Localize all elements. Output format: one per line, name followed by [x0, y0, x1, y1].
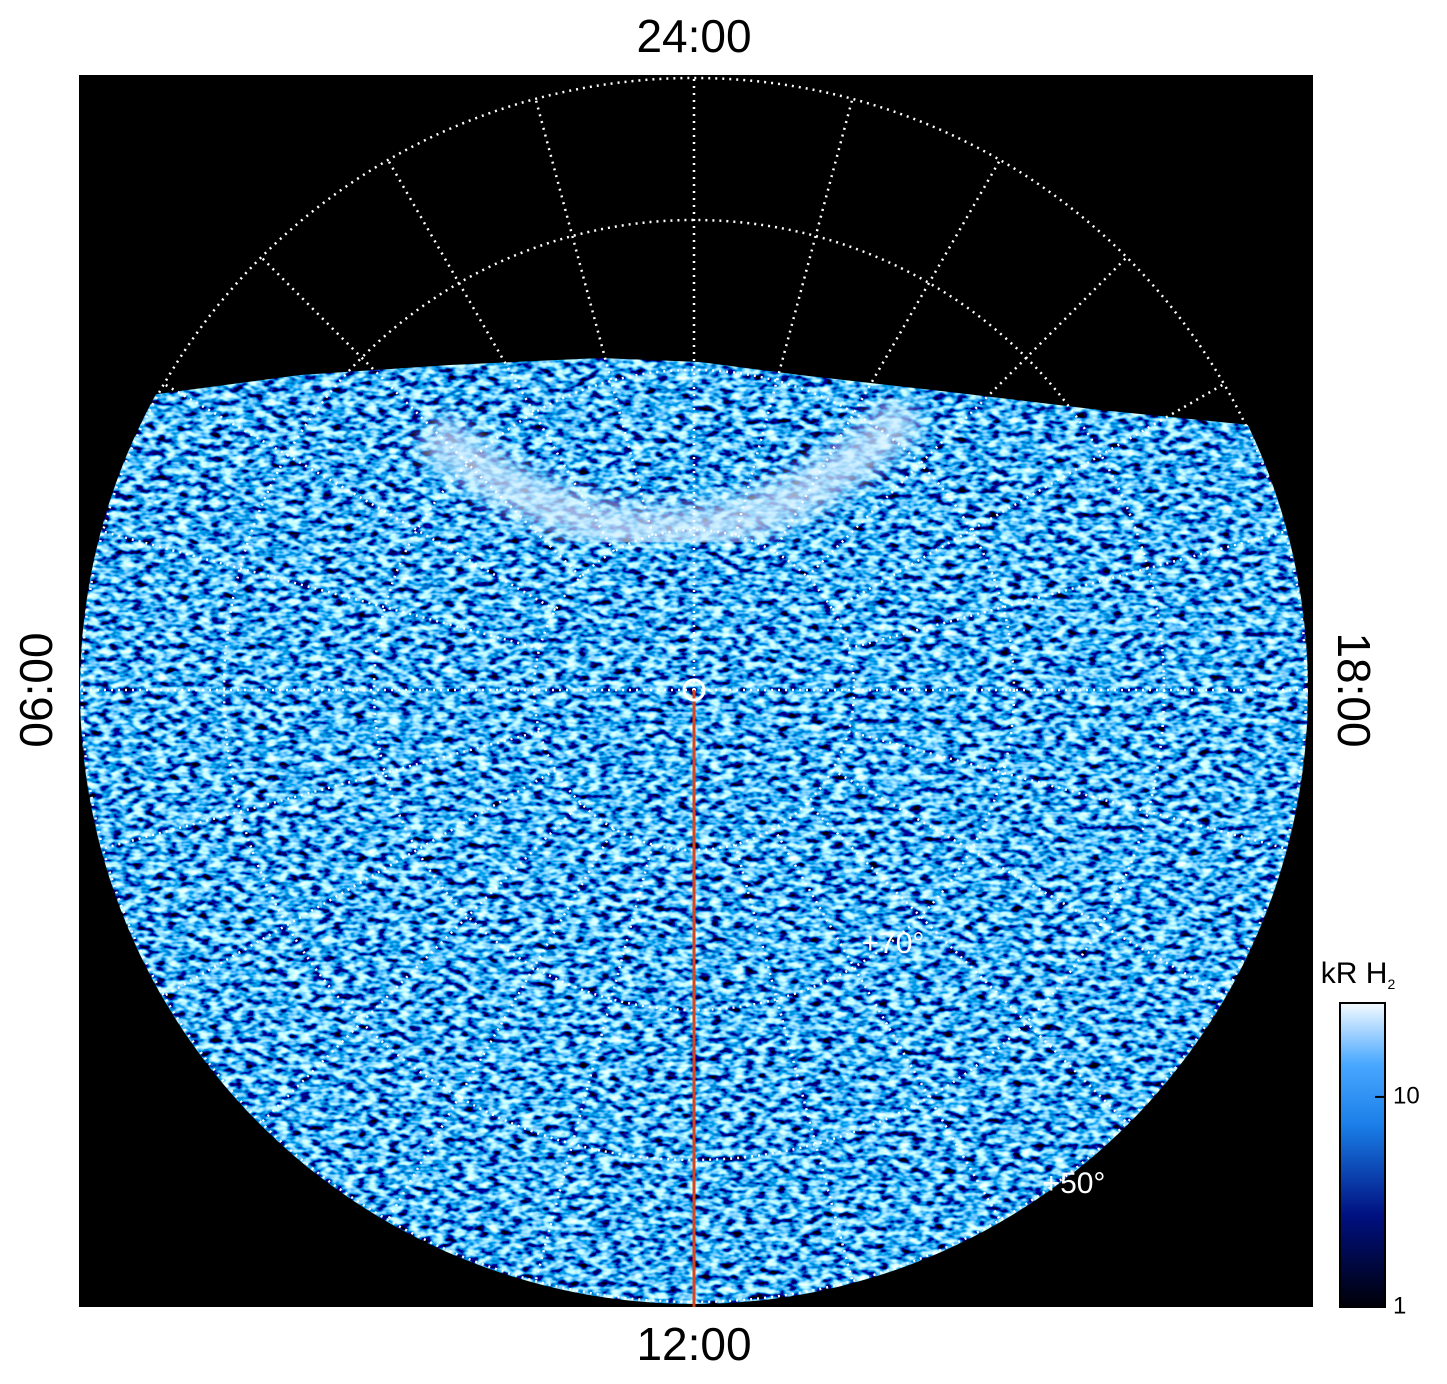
- meridian-line: [848, 530, 1286, 650]
- meridian-line: [734, 844, 854, 1282]
- time-label: 12:00: [636, 1318, 751, 1370]
- latitude-circle: [80, 76, 1308, 1304]
- colorbar-scale: [1339, 1002, 1386, 1308]
- colorbar-title-text: kR H: [1321, 957, 1388, 990]
- colorbar: kR H2 1 10: [1321, 957, 1420, 1319]
- meridian-line: [534, 98, 654, 536]
- meridian-line: [534, 844, 654, 1282]
- meridian-line: [772, 827, 1002, 1221]
- meridian-line: [102, 730, 540, 850]
- graticule: [80, 76, 1308, 1304]
- colorbar-tick-label: 1: [1393, 1292, 1406, 1319]
- meridian-line: [386, 827, 616, 1221]
- meridian-line: [102, 530, 540, 650]
- meridian-line: [848, 730, 1286, 850]
- meridian-line: [831, 382, 1225, 612]
- pole-marker: [682, 678, 706, 702]
- latitude-circle: [532, 528, 856, 852]
- time-label: 06:00: [10, 632, 62, 747]
- time-label: 24:00: [636, 10, 751, 62]
- colorbar-title-subscript: 2: [1387, 976, 1395, 992]
- meridian-line: [734, 98, 854, 536]
- meridian-line: [163, 768, 557, 998]
- meridian-line: [806, 802, 1128, 1124]
- auroral-oval: [415, 393, 927, 554]
- time-label: 18:00: [1328, 632, 1380, 747]
- latitude-circle: [372, 368, 1016, 1012]
- meridian-line: [772, 159, 1002, 553]
- latitude-label: +50°: [1043, 1167, 1106, 1200]
- meridian-line: [163, 382, 557, 612]
- latitude-label: +70°: [862, 927, 925, 960]
- colorbar-title: kR H2: [1321, 957, 1396, 992]
- colorbar-tick-label: 10: [1393, 1082, 1420, 1109]
- meridian-line: [831, 768, 1225, 998]
- meridian-line: [386, 159, 616, 553]
